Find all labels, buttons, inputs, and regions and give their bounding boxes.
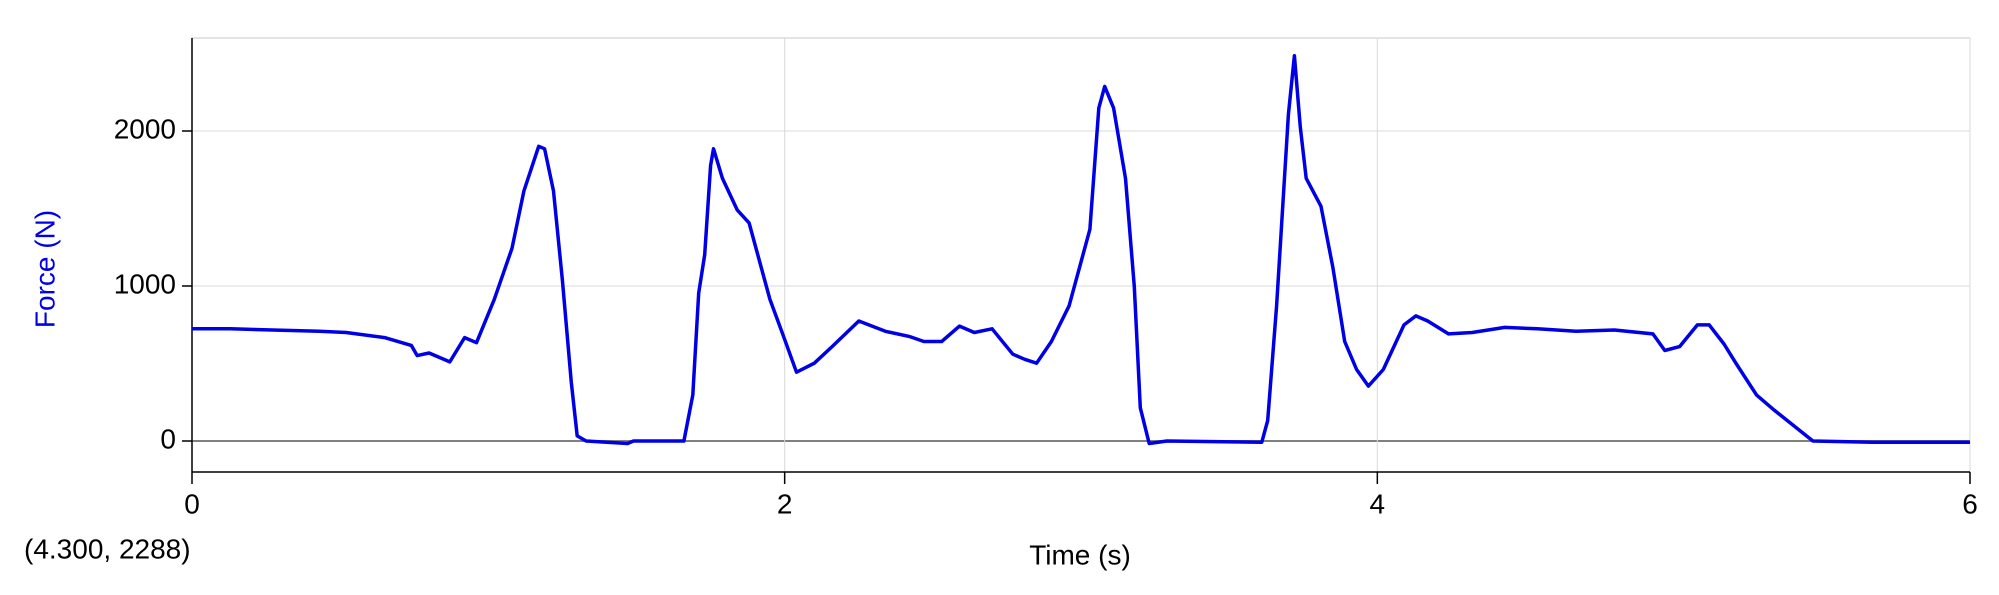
y-tick-label: 1000 [114,268,176,299]
x-tick-label: 0 [184,488,200,519]
x-tick-label: 2 [777,488,793,519]
plot-frame [191,37,1971,473]
x-tick-label: 4 [1370,488,1386,519]
x-tick-label: 6 [1962,488,1978,519]
y-tick-label: 0 [160,423,176,454]
y-tick-label: 2000 [114,113,176,144]
force-line [192,53,1970,446]
y-axis-title: Force (N) [29,210,60,328]
cursor-readout: (4.300, 2288) [24,533,191,564]
x-axis-title: Time (s) [1029,539,1131,570]
